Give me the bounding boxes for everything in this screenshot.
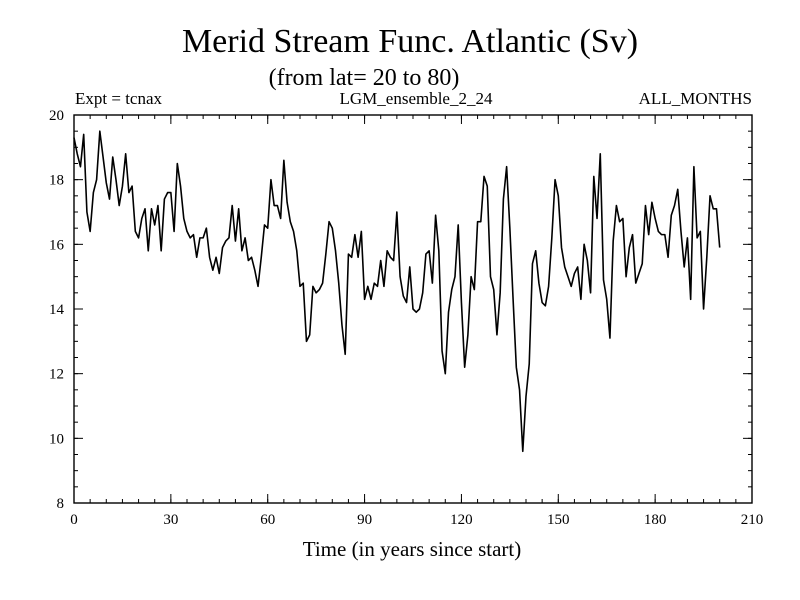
x-tick-label: 210 [741, 512, 764, 528]
x-tick-label: 120 [450, 512, 473, 528]
x-tick-label: 0 [70, 512, 78, 528]
y-tick-label: 20 [49, 108, 64, 124]
plot-frame [73, 114, 753, 504]
y-tick-label: 16 [49, 237, 65, 253]
x-tick-label: 90 [357, 512, 372, 528]
y-tick-label: 12 [49, 367, 64, 383]
x-tick-label: 180 [644, 512, 667, 528]
axis-tick-labels: 0 30 60 90 120 150 180 210 8 10 12 14 16 18 20 [49, 108, 763, 528]
x-tick-label: 30 [163, 512, 178, 528]
x-tick-label: 60 [260, 512, 275, 528]
header-right-label: ALL_MONTHS [639, 89, 752, 108]
chart-title: Merid Stream Func. Atlantic (Sv) [182, 23, 638, 60]
x-tick-label: 150 [547, 512, 570, 528]
series-line [73, 130, 721, 453]
header-center-label: LGM_ensemble_2_24 [340, 89, 493, 108]
y-tick-label: 8 [57, 496, 65, 512]
chart-subtitle: (from lat= 20 to 80) [269, 65, 460, 91]
x-axis-label: Time (in years since start) [303, 537, 522, 561]
y-tick-label: 18 [49, 173, 64, 189]
y-tick-label: 14 [49, 302, 65, 318]
header-left-label: Expt = tcnax [75, 89, 163, 108]
y-tick-label: 10 [49, 431, 64, 447]
